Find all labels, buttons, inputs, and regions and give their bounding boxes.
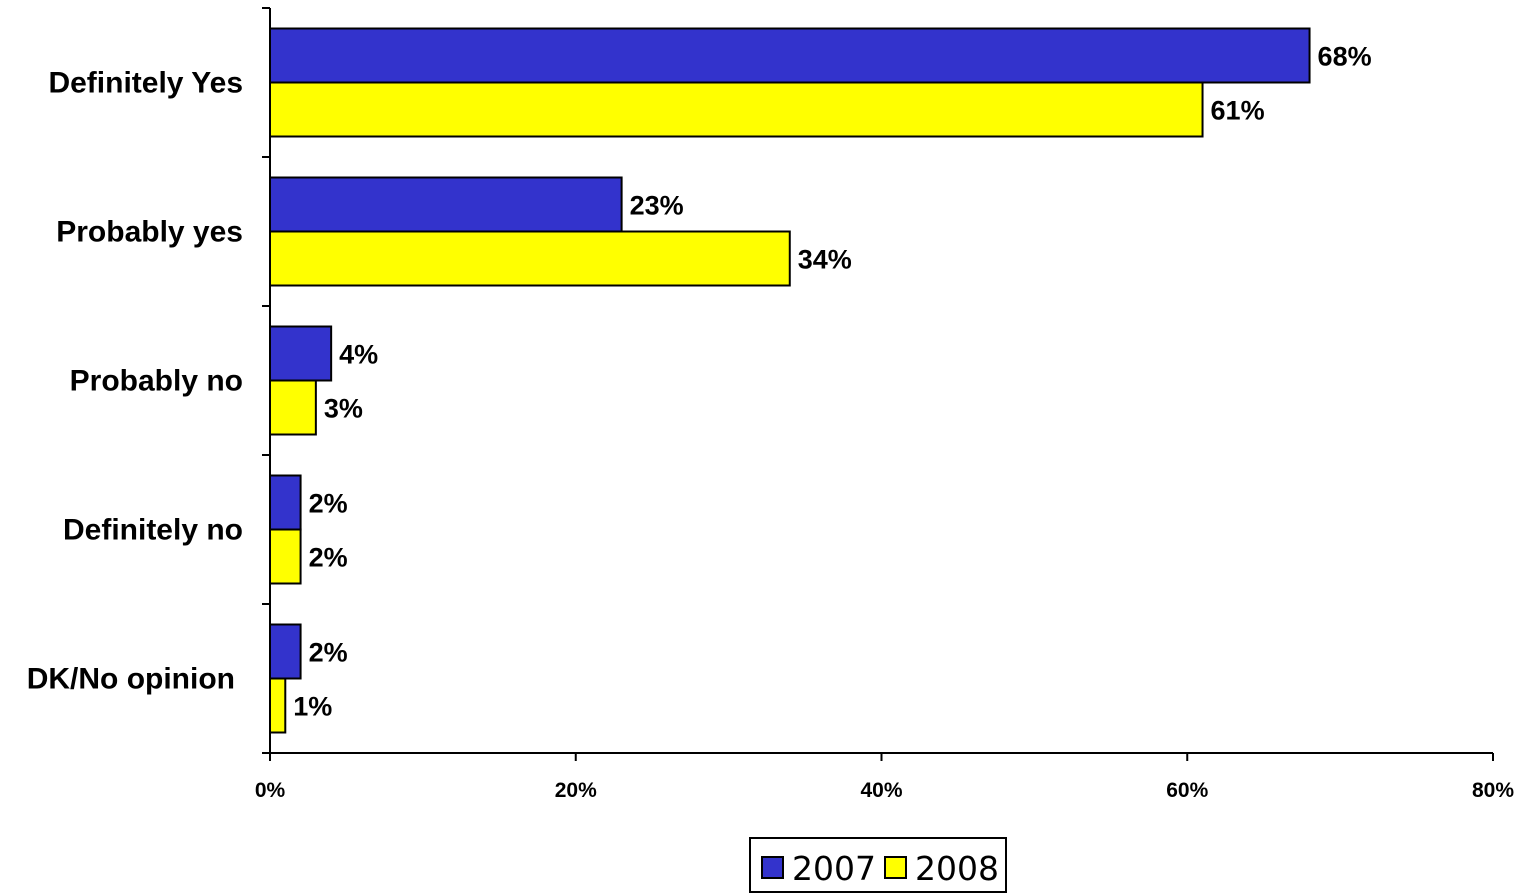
legend-entry: 2008 [915, 849, 999, 888]
bar-2008-1 [269, 81, 1204, 138]
bar-2008-5 [269, 677, 287, 734]
legend-swatch [884, 856, 907, 879]
data-label: 2% [309, 638, 348, 668]
chart-legend: 2007 2008 [749, 837, 1007, 893]
x-tick-label: 0% [255, 779, 286, 802]
x-tick-label: 80% [1472, 779, 1514, 802]
legend-box [749, 837, 1007, 893]
category-label: Definitely no [63, 514, 243, 547]
category-label: DK/No opinion [27, 663, 235, 696]
bar-2007-1 [269, 27, 1311, 84]
chart-bars [269, 27, 1311, 734]
data-label: 68% [1318, 42, 1372, 72]
bar-2008-4 [269, 528, 302, 585]
bar-2007-3 [269, 325, 333, 382]
bar-2007-4 [269, 474, 302, 531]
category-label: Definitely Yes [48, 67, 243, 100]
category-label: Probably no [70, 365, 243, 398]
bar-2008-2 [269, 230, 791, 287]
legend-swatch [761, 856, 784, 879]
x-tick-label: 60% [1166, 779, 1208, 802]
data-label: 34% [798, 245, 852, 275]
legend-entry: 2007 [792, 849, 876, 888]
bar-2008-3 [269, 379, 317, 436]
bar-2007-5 [269, 623, 302, 680]
data-label: 61% [1211, 96, 1265, 126]
data-label: 2% [309, 489, 348, 519]
data-label: 1% [293, 692, 332, 722]
data-label: 4% [339, 340, 378, 370]
chart-labels: Definitely Yes Probably yes Probably no Def… [27, 42, 1372, 722]
bar-2007-2 [269, 176, 623, 233]
category-label: Probably yes [56, 216, 243, 249]
data-label: 3% [324, 394, 363, 424]
x-tick-label: 40% [860, 779, 902, 802]
x-tick-label: 20% [555, 779, 597, 802]
data-label: 23% [630, 191, 684, 221]
data-label: 2% [309, 543, 348, 573]
